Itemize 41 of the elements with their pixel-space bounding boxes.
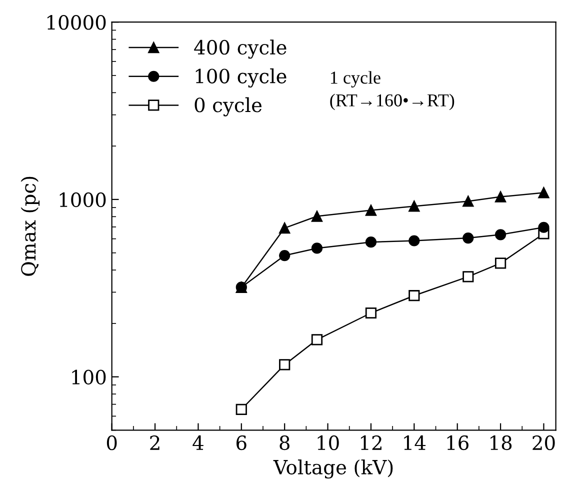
- y-axis-title: Qmax (pc): [20, 176, 40, 276]
- x-tick-label: 8: [280, 435, 290, 450]
- point: [365, 307, 377, 319]
- point: [462, 196, 474, 207]
- x-tick-label: 18: [490, 435, 512, 450]
- point: [538, 222, 550, 233]
- annotation: 1 cycle (RT→160•→RT): [330, 71, 454, 110]
- y-tick-label: 1000: [60, 192, 106, 208]
- point: [311, 210, 323, 222]
- x-tick-label: 4: [192, 435, 204, 450]
- point: [279, 359, 290, 370]
- point: [408, 235, 420, 246]
- x-tick-label: 20: [532, 435, 555, 450]
- point: [408, 200, 420, 212]
- x-tick-label: 6: [236, 435, 246, 450]
- point: [538, 187, 550, 198]
- x-tick-label: 10: [318, 435, 339, 450]
- x-axis-title: Voltage (kV): [273, 459, 393, 479]
- point: [494, 191, 506, 202]
- point: [236, 404, 247, 415]
- point: [311, 334, 323, 346]
- point: [365, 204, 377, 216]
- x-tick-label: 2: [150, 435, 160, 450]
- point: [494, 229, 506, 240]
- point: [365, 236, 377, 248]
- point: [311, 242, 323, 254]
- legend-label: 100 cycle: [196, 68, 286, 88]
- x-tick-label: 14: [404, 435, 426, 450]
- x-tick-label: 12: [360, 435, 382, 450]
- legend-label: 400 cycle: [194, 40, 286, 59]
- x-tick-label: 16: [447, 435, 468, 450]
- x-tick-label: 0: [106, 435, 117, 450]
- point: [462, 271, 474, 282]
- point: [279, 250, 290, 262]
- point: [462, 232, 474, 244]
- y-tick-label: 10000: [47, 15, 106, 30]
- legend-label: 0 cycle: [194, 97, 262, 116]
- point: [408, 290, 420, 302]
- point: [494, 258, 506, 269]
- point: [279, 222, 290, 234]
- y-tick-label: 100: [72, 370, 106, 384]
